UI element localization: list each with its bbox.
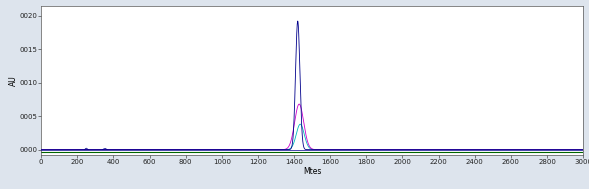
Y-axis label: AU: AU	[9, 75, 18, 86]
X-axis label: Mtes: Mtes	[303, 167, 322, 176]
